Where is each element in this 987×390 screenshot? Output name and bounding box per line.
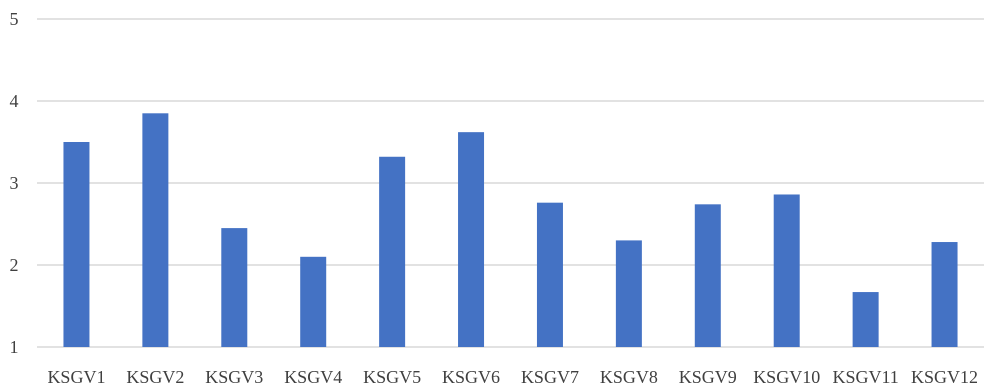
y-tick-label: 4 bbox=[10, 91, 19, 111]
bar-ksgv9 bbox=[694, 204, 721, 347]
bar-ksgv3 bbox=[221, 228, 248, 347]
y-tick-label: 5 bbox=[10, 9, 19, 29]
x-tick-label: KSGV1 bbox=[47, 367, 105, 387]
bar-ksgv12 bbox=[931, 242, 958, 347]
bar-ksgv10 bbox=[773, 194, 800, 347]
x-tick-label: KSGV12 bbox=[911, 367, 978, 387]
x-tick-label: KSGV10 bbox=[753, 367, 820, 387]
x-tick-label: KSGV11 bbox=[832, 367, 898, 387]
x-tick-label: KSGV2 bbox=[126, 367, 184, 387]
bar-ksgv8 bbox=[615, 240, 642, 347]
x-tick-label: KSGV9 bbox=[679, 367, 737, 387]
x-tick-label: KSGV5 bbox=[363, 367, 421, 387]
x-tick-label: KSGV6 bbox=[442, 367, 500, 387]
x-tick-label: KSGV7 bbox=[521, 367, 579, 387]
bar-ksgv7 bbox=[536, 202, 563, 347]
bar-ksgv1 bbox=[63, 142, 90, 347]
x-tick-label: KSGV4 bbox=[284, 367, 342, 387]
x-tick-label: KSGV3 bbox=[205, 367, 263, 387]
bars bbox=[63, 113, 958, 347]
y-tick-label: 3 bbox=[10, 173, 19, 193]
gridlines bbox=[37, 18, 984, 348]
y-tick-label: 2 bbox=[10, 255, 19, 275]
bar-ksgv2 bbox=[142, 113, 169, 347]
bar-ksgv6 bbox=[458, 132, 485, 347]
x-tick-label: KSGV8 bbox=[600, 367, 658, 387]
bar-ksgv11 bbox=[852, 292, 879, 347]
y-tick-label: 1 bbox=[10, 337, 19, 357]
x-axis-ticks: KSGV1 KSGV2 KSGV3 KSGV4 KSGV5 KSGV6 KSGV7 KSGV8… bbox=[47, 367, 978, 387]
bar-ksgv5 bbox=[379, 156, 406, 347]
y-axis-ticks: 1 2 3 4 5 bbox=[10, 9, 19, 357]
bar-ksgv4 bbox=[300, 256, 327, 347]
